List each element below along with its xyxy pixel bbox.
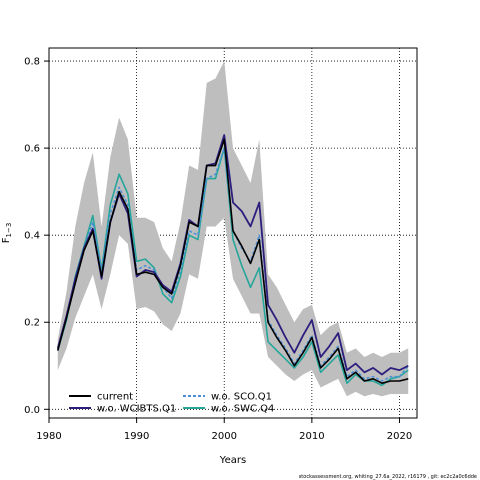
- x-axis: 1980 1990 2000 2010 2020: [36, 418, 412, 442]
- y-axis-title-main: F: [1, 237, 12, 243]
- legend-label-2: w.o. SCO.Q1: [211, 392, 272, 403]
- y-axis-title: F1−3: [1, 223, 13, 244]
- series-line-3: [56, 147, 409, 387]
- x-tick-label: 2000: [212, 431, 237, 442]
- y-axis-title-subscript: 1−3: [5, 223, 13, 238]
- y-axis: 0.0 0.2 0.4 0.6 0.8: [24, 57, 49, 416]
- x-tick-label: 1980: [36, 431, 61, 442]
- y-tick-label: 0.2: [24, 318, 40, 329]
- series-line-0: [56, 138, 409, 384]
- x-tick-label: 2020: [387, 431, 412, 442]
- y-tick-label: 0.6: [24, 144, 40, 155]
- y-tick-label: 0.8: [24, 57, 40, 68]
- x-axis-title: Years: [219, 455, 246, 466]
- legend-label-1: w.o. WCIBTS.Q1: [97, 404, 176, 415]
- legend-label-0: current: [97, 392, 133, 403]
- legend-label-3: w.o. SWC.Q4: [211, 404, 274, 415]
- x-tick-label: 1990: [124, 431, 149, 442]
- y-tick-label: 0.0: [24, 405, 40, 416]
- footer-text: stockassessment.org, whiting_27.6a_2022,…: [299, 474, 477, 480]
- series-layer: [56, 134, 409, 387]
- plot-frame: [48, 47, 418, 419]
- y-tick-label: 0.4: [24, 231, 40, 242]
- x-tick-label: 2010: [299, 431, 324, 442]
